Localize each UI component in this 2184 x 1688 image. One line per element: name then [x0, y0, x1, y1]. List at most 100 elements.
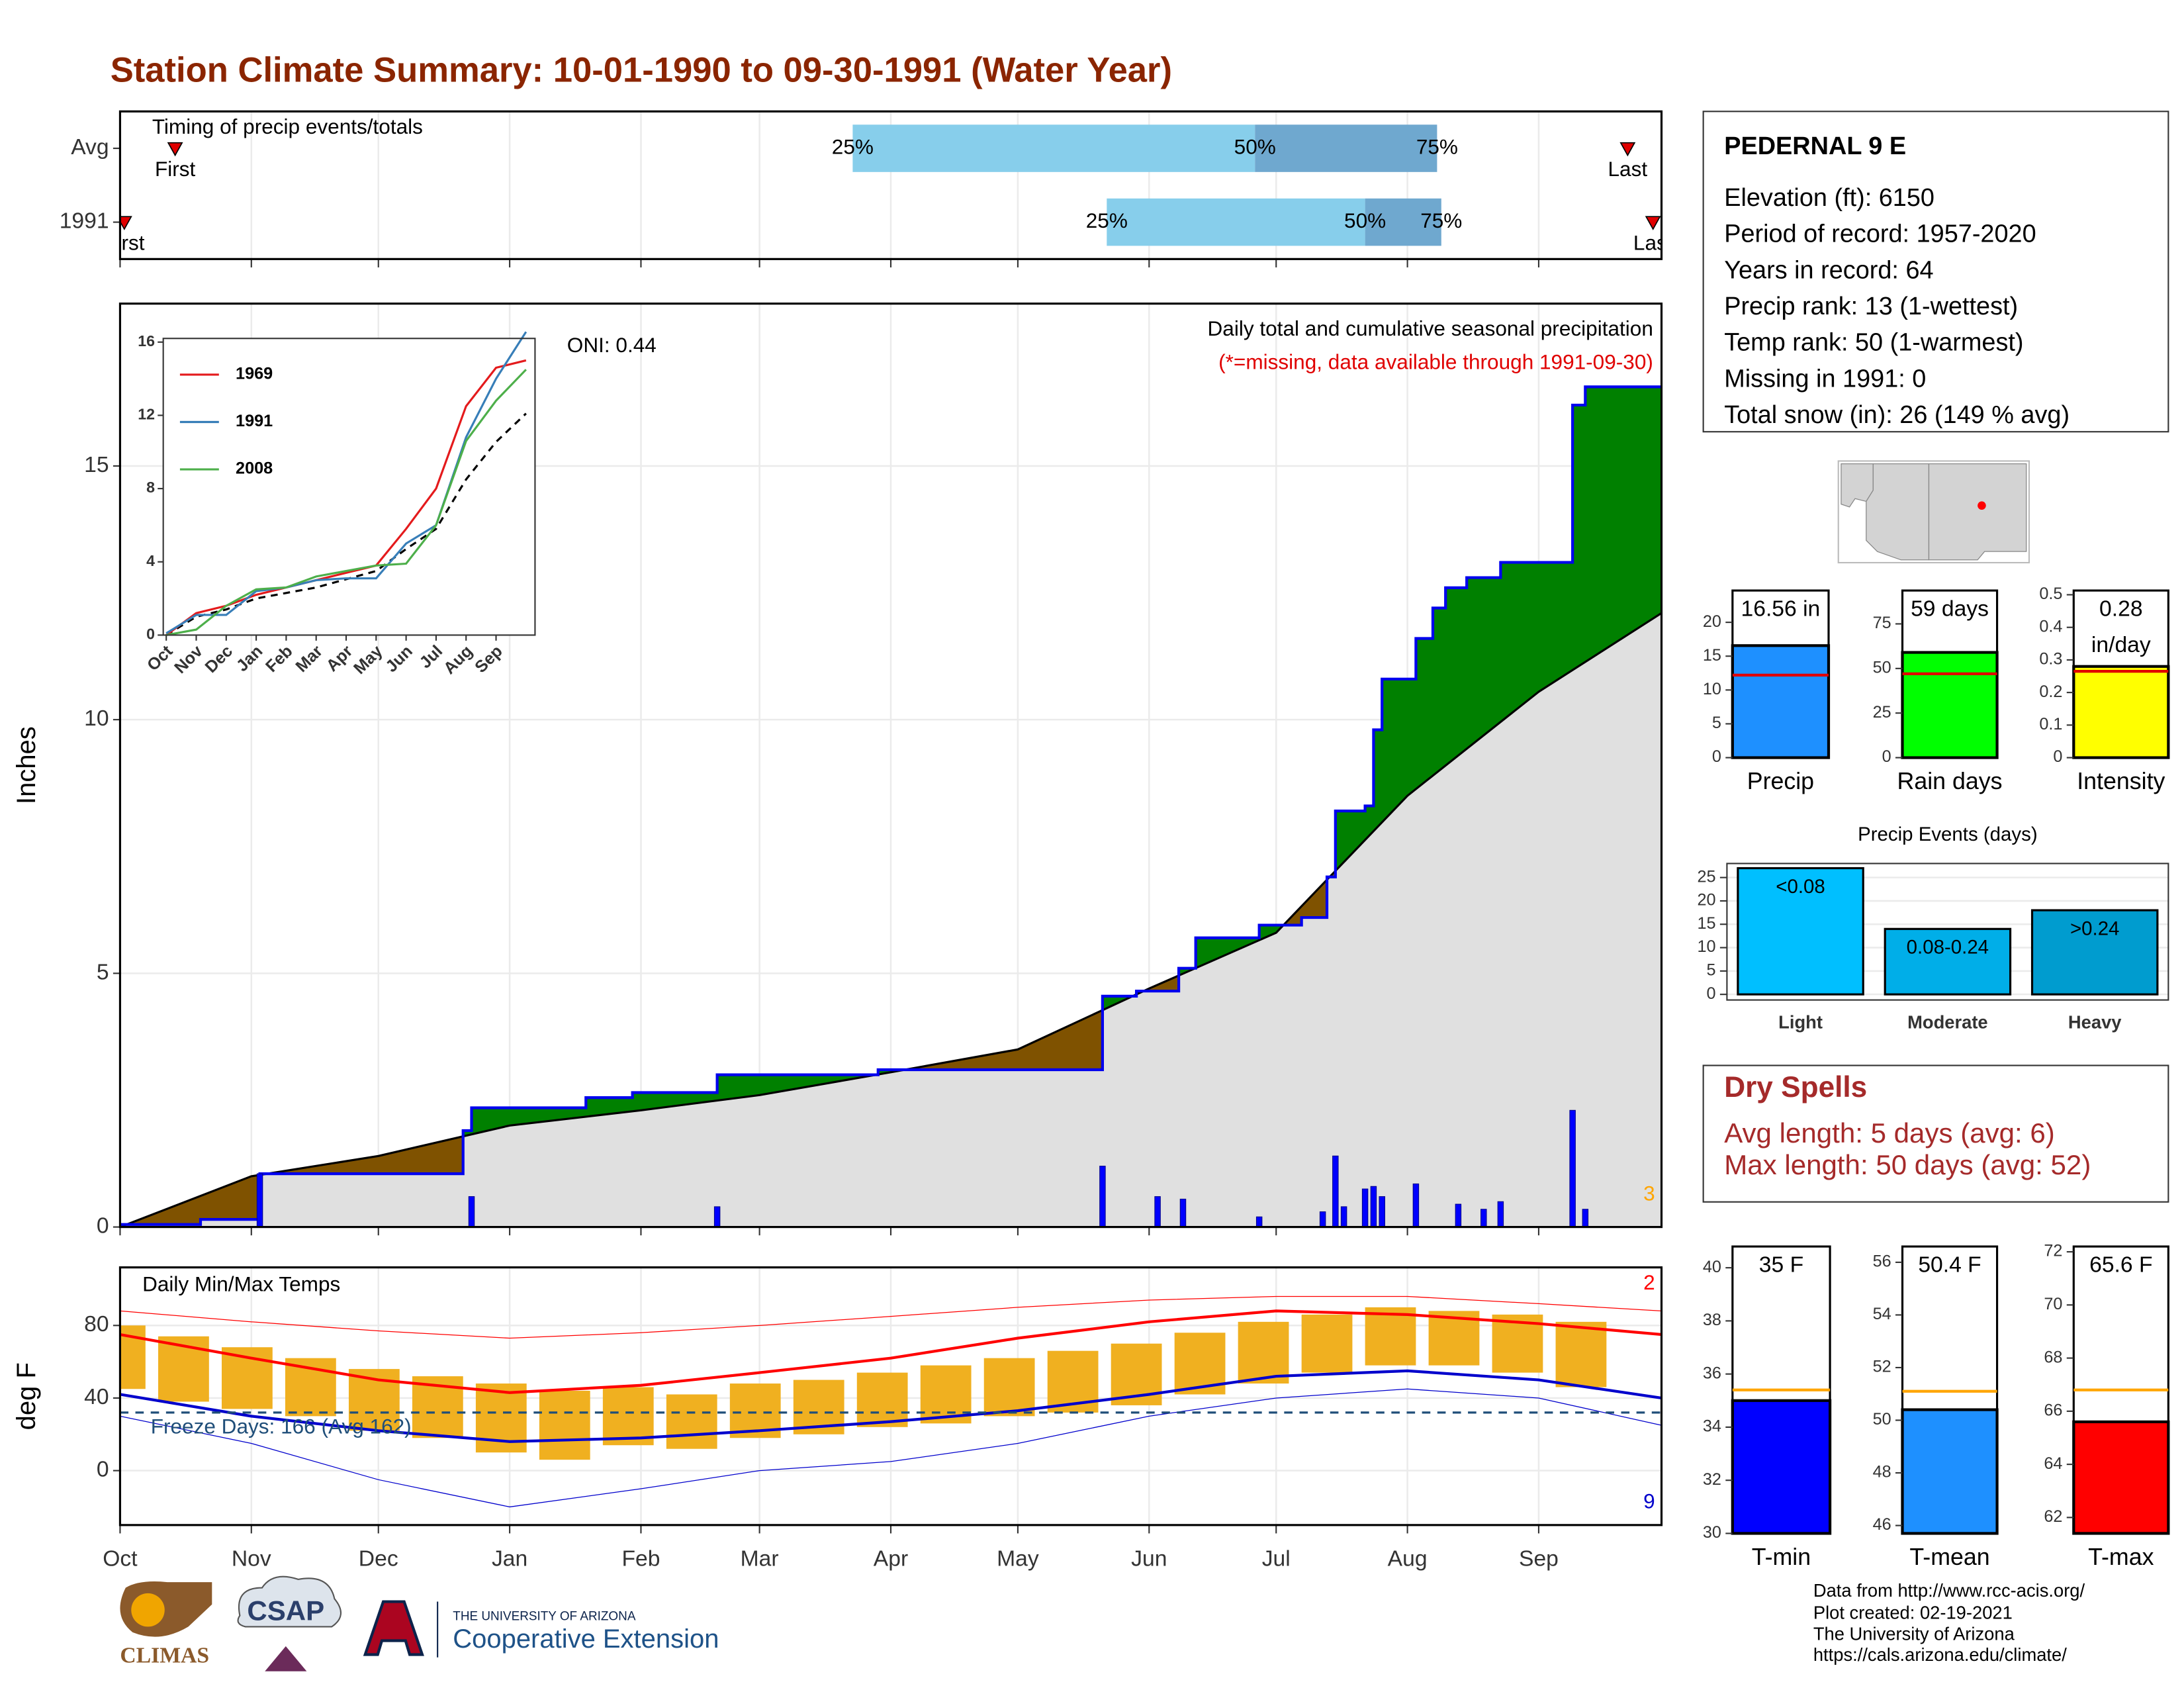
- event-label: Last: [1633, 231, 1673, 255]
- bar: [2030, 909, 2159, 996]
- station-line: Missing in 1991: 0: [1724, 365, 1926, 393]
- y-tick-label: 32: [1703, 1470, 1721, 1489]
- normal-max-line: [120, 1309, 1662, 1394]
- y-tick-label: Avg: [71, 135, 109, 160]
- y-tick-label: 0.3: [2039, 650, 2062, 669]
- temp-range-bar: [1365, 1307, 1416, 1366]
- daily-bar: [468, 1196, 475, 1228]
- y-tick-label: 48: [1873, 1463, 1891, 1481]
- locator-map: [1837, 460, 2030, 564]
- category-label: T-min: [1752, 1544, 1811, 1570]
- y-tick-label: 10: [1697, 937, 1715, 956]
- y-tick-label: 0.5: [2039, 585, 2062, 603]
- plot-frame: [118, 303, 1663, 1229]
- y-tick-label: 30: [1703, 1523, 1721, 1542]
- y-tick-label: 0: [97, 1457, 109, 1481]
- temp-range-bar: [666, 1394, 717, 1449]
- daily-bar: [1154, 1196, 1161, 1228]
- logos: CLIMAS CSAP THE UNIVERSITY OF ARIZONA Co…: [120, 1575, 719, 1671]
- y-tick-label: 68: [2044, 1348, 2062, 1366]
- average-line: [119, 612, 1662, 1229]
- quartile-bar: [1255, 124, 1437, 172]
- plot-frame: [118, 110, 1663, 260]
- x-tick-label: Mar: [741, 1546, 779, 1571]
- y-tick-label: 15: [84, 453, 109, 477]
- quartile-label: 25%: [832, 134, 874, 158]
- temp-range-bar: [1555, 1321, 1607, 1387]
- y-tick-label: 54: [1873, 1305, 1891, 1323]
- y-tick-label: 15: [1703, 646, 1721, 665]
- y-tick-label: 4: [146, 552, 155, 569]
- csap-cloud: [237, 1575, 341, 1628]
- y-tick-label: 25: [1873, 703, 1891, 722]
- ua-logo: [363, 1600, 424, 1656]
- y-tick-label: 12: [138, 406, 155, 423]
- y-tick-label: 0.4: [2039, 617, 2062, 635]
- legend-label: 1969: [236, 365, 273, 383]
- value-label: in/day: [2091, 633, 2151, 657]
- bar: [1731, 1399, 1832, 1535]
- csap-mountain: [265, 1646, 307, 1671]
- oni-label: ONI: 0.44: [567, 333, 657, 357]
- quartile-bar: [852, 124, 1255, 172]
- y-tick-label: 70: [2044, 1295, 2062, 1313]
- y-tick-label: 0: [146, 626, 155, 643]
- daily-bar: [1497, 1201, 1504, 1228]
- y-tick-label: 52: [1873, 1358, 1891, 1376]
- cumulative-line: [120, 385, 1662, 1226]
- temp-range-bar: [1238, 1321, 1289, 1384]
- footer-line: https://cals.arizona.edu/climate/: [1813, 1644, 2067, 1665]
- y-tick-label: 66: [2044, 1401, 2062, 1420]
- y-tick-label: 46: [1873, 1515, 1891, 1534]
- daily-bar: [1455, 1203, 1462, 1228]
- y-tick-label: 34: [1703, 1417, 1721, 1436]
- bar: [2072, 665, 2170, 759]
- bin-label: >0.24: [2070, 917, 2120, 939]
- map-state: [1928, 463, 2027, 561]
- average-area: [120, 613, 1662, 1227]
- footer-line: Plot created: 02-19-2021: [1813, 1603, 2013, 1623]
- normal-min-line: [120, 1369, 1662, 1443]
- extension-name: Cooperative Extension: [453, 1624, 719, 1654]
- dry-spells-line: Max length: 50 days (avg: 52): [1724, 1149, 2091, 1180]
- temp-range-bar: [1301, 1314, 1353, 1373]
- y-tick-label: 50: [1873, 659, 1891, 677]
- daily-bar: [1179, 1198, 1187, 1228]
- y-tick-label: 50: [1873, 1410, 1891, 1429]
- series-line: [165, 331, 527, 634]
- bar: [1884, 927, 2012, 996]
- daily-bar: [256, 1173, 263, 1228]
- value-label: 35 F: [1759, 1252, 1803, 1277]
- corner-label: 3: [1643, 1182, 1655, 1205]
- corner-label: 9: [1643, 1489, 1655, 1513]
- station-line: Precip rank: 13 (1-wettest): [1724, 293, 2018, 320]
- y-tick-label: 0: [1712, 747, 1721, 766]
- x-tick-label: Feb: [621, 1546, 660, 1571]
- bar: [1901, 651, 1999, 759]
- y-tick-label: 20: [1697, 891, 1715, 910]
- event-label: Last: [1608, 157, 1648, 181]
- station-dot: [1978, 501, 1986, 510]
- csap-logo: CSAP: [247, 1595, 324, 1626]
- x-tick-label: Sep: [1519, 1546, 1559, 1571]
- daily-bar: [1370, 1186, 1377, 1228]
- climas-logo: CLIMAS: [120, 1643, 209, 1667]
- daily-bar: [1340, 1206, 1347, 1228]
- y-tick-label: 72: [2044, 1242, 2062, 1260]
- x-tick-label: Apr: [874, 1546, 908, 1571]
- bar: [1737, 867, 1864, 996]
- legend-label: 1991: [236, 412, 273, 430]
- value-label: 16.56 in: [1741, 596, 1821, 621]
- y-axis-label: Inches: [12, 726, 41, 804]
- plot-background: [163, 338, 535, 635]
- missing-note: (*=missing, data available through 1991-…: [1218, 350, 1653, 373]
- station-box: [1702, 111, 2169, 433]
- value-label: 0.28: [2099, 596, 2143, 621]
- event-marker: [1619, 142, 1636, 157]
- y-tick-label: 36: [1703, 1364, 1721, 1382]
- y-tick-label: 75: [1873, 614, 1891, 632]
- y-tick-label: 16: [138, 332, 155, 350]
- y-tick-label: 5: [97, 960, 109, 984]
